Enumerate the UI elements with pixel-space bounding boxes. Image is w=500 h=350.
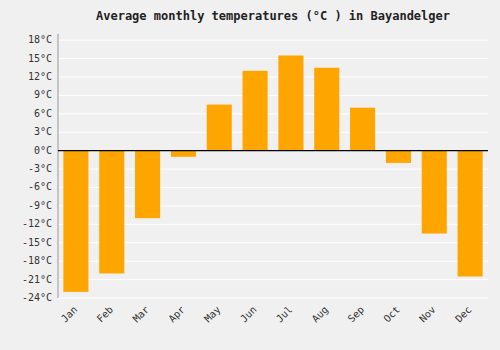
grid-line xyxy=(58,279,488,280)
x-tick-label: Jun xyxy=(238,304,259,325)
bar xyxy=(350,108,375,151)
x-tick-label: Feb xyxy=(95,304,116,325)
y-tick-label: -24°C xyxy=(22,292,52,303)
chart-container: -24°C -21°C -18°C -15°C -12°C -9°C -6°C -3°C 0°C… xyxy=(0,0,500,350)
grid xyxy=(58,40,488,298)
x-tick-label: Aug xyxy=(310,304,331,325)
x-tick-label: Jul xyxy=(274,304,295,325)
y-tick-label: 12°C xyxy=(28,71,52,82)
x-axis: Jan Feb Mar Apr May Jun Jul Aug Sep Oct Nov Dec xyxy=(59,304,474,325)
x-tick-label: Jan xyxy=(59,304,80,325)
y-tick-label: -15°C xyxy=(22,237,52,248)
x-tick-label: Dec xyxy=(453,304,474,325)
y-axis-line xyxy=(58,34,59,298)
y-tick-label: -18°C xyxy=(22,255,52,266)
y-tick-label: -21°C xyxy=(22,274,52,285)
grid-line xyxy=(58,95,488,96)
bar xyxy=(278,55,303,150)
x-tick-label: Nov xyxy=(417,304,438,325)
bar xyxy=(207,105,232,151)
bar xyxy=(135,151,160,219)
y-tick-label: 15°C xyxy=(28,53,52,64)
y-axis: -24°C -21°C -18°C -15°C -12°C -9°C -6°C -3°C 0°C… xyxy=(22,34,52,303)
bar xyxy=(386,151,411,163)
bar xyxy=(171,151,196,157)
grid-line xyxy=(58,150,488,151)
bar xyxy=(458,151,483,277)
y-tick-label: 3°C xyxy=(34,126,52,137)
grid-line xyxy=(58,76,488,77)
y-tick-label: -6°C xyxy=(28,181,52,192)
y-tick-label: 9°C xyxy=(34,89,52,100)
bar xyxy=(63,151,88,292)
background xyxy=(0,0,500,350)
y-tick-label: 0°C xyxy=(34,145,52,156)
bar xyxy=(99,151,124,274)
y-tick-label: 6°C xyxy=(34,108,52,119)
x-tick-label: Sep xyxy=(346,304,367,325)
grid-line xyxy=(58,58,488,59)
y-tick-label: -9°C xyxy=(28,200,52,211)
grid-line xyxy=(58,132,488,133)
grid-line xyxy=(58,40,488,41)
grid-line xyxy=(58,298,488,299)
zero-line xyxy=(58,150,488,151)
title: Average monthly temperatures (°C ) in Ba… xyxy=(96,9,450,23)
x-tick-label: May xyxy=(202,304,223,325)
x-tick-label: Oct xyxy=(381,304,402,325)
bars xyxy=(63,55,482,291)
x-tick-label: Apr xyxy=(166,304,187,325)
grid-line xyxy=(58,113,488,114)
bar xyxy=(243,71,268,151)
bar xyxy=(314,68,339,151)
y-tick-label: -3°C xyxy=(28,163,52,174)
y-tick-label: -12°C xyxy=(22,218,52,229)
bar xyxy=(422,151,447,234)
y-tick-label: 18°C xyxy=(28,34,52,45)
chart: -24°C -21°C -18°C -15°C -12°C -9°C -6°C -3°C 0°C… xyxy=(0,0,500,350)
x-tick-label: Mar xyxy=(131,304,152,325)
